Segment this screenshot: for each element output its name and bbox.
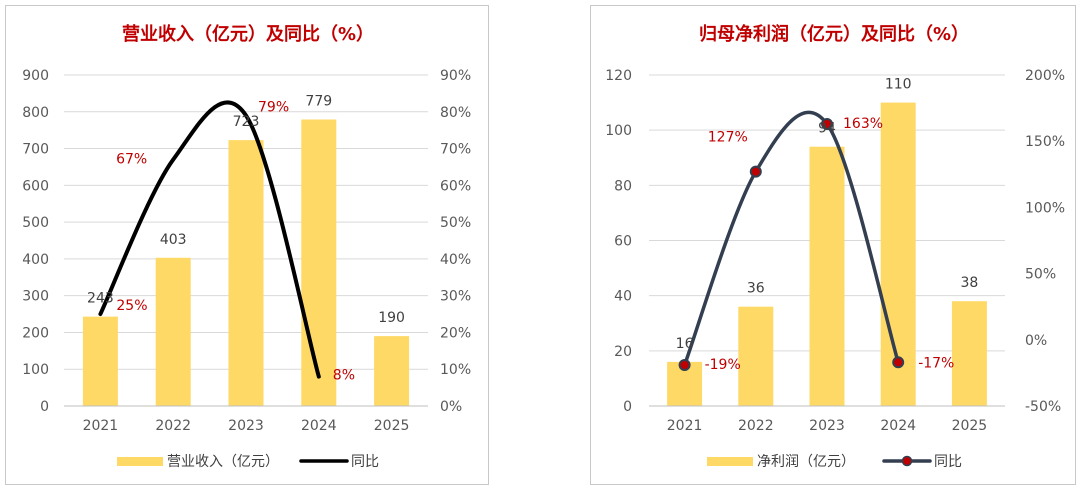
yoy-pct-label: 67%	[116, 152, 147, 168]
net-profit-axes: 0 20 40 60 80 100 120 -50% 0% 50% 100% 150% 200% 2021…	[605, 68, 1065, 434]
legend-swatch-net-profit	[707, 457, 753, 466]
bar-value-label: 110	[885, 77, 912, 93]
y-left-tick-label: 80	[614, 178, 632, 194]
x-tick-label: 2024	[880, 418, 916, 434]
y-right-tick-label: 90%	[440, 68, 471, 84]
y-right-tick-label: 70%	[440, 142, 471, 158]
x-tick-label: 2025	[952, 418, 988, 434]
revenue-yoy-line	[98, 100, 321, 379]
y-right-tick-label: 150%	[1025, 134, 1065, 150]
yoy-pct-label: 25%	[116, 298, 147, 314]
bar-2025	[374, 336, 410, 406]
revenue-chart-panel: 营业收入（亿元）及同比（%） 243 403 723 779 190 25% 67% 79% 8…	[5, 5, 489, 485]
legend-marker-yoy-right	[901, 455, 913, 467]
net-profit-yoy-line	[678, 110, 905, 371]
y-right-tick-label: 80%	[440, 105, 471, 121]
x-tick-label: 2023	[809, 418, 845, 434]
yoy-series-line	[682, 110, 900, 367]
y-left-tick-label: 800	[22, 105, 49, 121]
y-right-tick-label: 30%	[440, 289, 471, 305]
x-tick-label: 2024	[301, 418, 337, 434]
y-left-tick-label: 120	[605, 68, 632, 84]
revenue-data-labels: 243 403 723 779 190 25% 67% 79% 8%	[87, 94, 405, 384]
x-tick-label: 2021	[83, 418, 119, 434]
revenue-bars	[82, 119, 410, 407]
yoy-pct-label: -19%	[705, 357, 741, 373]
bar-value-label: 94	[818, 121, 836, 137]
y-left-tick-label: 300	[22, 289, 49, 305]
y-left-tick-label: 700	[22, 142, 49, 158]
y-left-tick-label: 200	[22, 325, 49, 341]
y-left-tick-label: 40	[614, 289, 632, 305]
x-tick-label: 2022	[155, 418, 191, 434]
yoy-pct-label: 163%	[843, 116, 883, 132]
bar-value-label: 723	[233, 114, 260, 130]
bar-2021	[82, 316, 118, 406]
y-left-tick-label: 100	[605, 123, 632, 139]
net-profit-chart-title: 归母净利润（亿元）及同比（%）	[699, 23, 969, 45]
revenue-chart: 营业收入（亿元）及同比（%） 243 403 723 779 190 25% 67% 79% 8…	[22, 23, 471, 470]
bar-2023	[228, 140, 264, 406]
x-tick-label: 2022	[738, 418, 774, 434]
yoy-pct-label: 79%	[258, 99, 289, 115]
bar-2024	[880, 102, 916, 406]
bar-value-label: 36	[747, 281, 765, 297]
y-right-tick-label: 60%	[440, 178, 471, 194]
y-right-tick-label: 50%	[1025, 267, 1056, 283]
x-tick-label: 2023	[228, 418, 264, 434]
legend-label-revenue: 营业收入（亿元）	[167, 454, 279, 470]
yoy-point-marker	[821, 117, 833, 130]
net-profit-legend: 净利润（亿元） 同比	[707, 454, 962, 470]
legend-label-net-profit: 净利润（亿元）	[757, 454, 855, 470]
bar-value-label: 38	[960, 275, 978, 291]
bar-2024	[301, 119, 337, 407]
y-left-tick-label: 20	[614, 344, 632, 360]
legend-label-yoy: 同比	[351, 454, 379, 470]
y-right-tick-label: 50%	[440, 215, 471, 231]
y-right-tick-label: 0%	[1025, 333, 1047, 349]
bar-2025	[951, 301, 987, 406]
y-left-tick-label: 60	[614, 234, 632, 250]
net-profit-chart-panel: 归母净利润（亿元）及同比（%） 16 36 94 110 38 -19% 127% 163% -…	[590, 5, 1076, 485]
y-left-tick-label: 0	[40, 399, 49, 415]
yoy-point-marker	[678, 358, 691, 371]
net-profit-chart: 归母净利润（亿元）及同比（%） 16 36 94 110 38 -19% 127% 163% -…	[605, 23, 1065, 470]
revenue-chart-title: 营业收入（亿元）及同比（%）	[122, 23, 374, 45]
bar-value-label: 16	[676, 336, 694, 352]
y-left-tick-label: 500	[22, 215, 49, 231]
yoy-point-marker	[749, 165, 762, 178]
bar-value-label: 779	[305, 94, 332, 110]
revenue-legend: 营业收入（亿元） 同比	[117, 454, 379, 470]
bar-2023	[809, 146, 845, 406]
y-left-tick-label: 400	[22, 252, 49, 268]
bar-2022	[738, 306, 774, 406]
yoy-pct-label: -17%	[918, 355, 954, 371]
bar-2022	[155, 257, 191, 406]
y-right-tick-label: 20%	[440, 325, 471, 341]
y-left-tick-label: 0	[623, 399, 632, 415]
legend-label-yoy-right: 同比	[934, 454, 962, 470]
x-tick-label: 2021	[667, 418, 703, 434]
legend-swatch-revenue	[117, 457, 163, 466]
bar-value-label: 190	[378, 310, 405, 326]
y-left-tick-label: 600	[22, 178, 49, 194]
yoy-pct-label: 127%	[708, 130, 748, 146]
y-left-tick-label: 100	[22, 362, 49, 378]
y-left-tick-label: 900	[22, 68, 49, 84]
bar-value-label: 243	[87, 291, 114, 307]
yoy-pct-label: 8%	[333, 368, 355, 384]
x-tick-label: 2025	[374, 418, 410, 434]
net-profit-data-labels: 16 36 94 110 38 -19% 127% 163% -17%	[676, 77, 979, 373]
bar-value-label: 403	[160, 232, 187, 248]
y-right-tick-label: 0%	[440, 399, 462, 415]
yoy-point-marker	[892, 356, 905, 369]
y-right-tick-label: -50%	[1025, 399, 1061, 415]
y-right-tick-label: 10%	[440, 362, 471, 378]
revenue-axes: 0 100 200 300 400 500 600 700 800 900 0% 10% 20% 30% 4…	[22, 68, 471, 434]
net-profit-bars	[667, 102, 987, 406]
y-right-tick-label: 200%	[1025, 68, 1065, 84]
y-right-tick-label: 100%	[1025, 200, 1065, 216]
y-right-tick-label: 40%	[440, 252, 471, 268]
yoy-series-line	[98, 100, 321, 379]
